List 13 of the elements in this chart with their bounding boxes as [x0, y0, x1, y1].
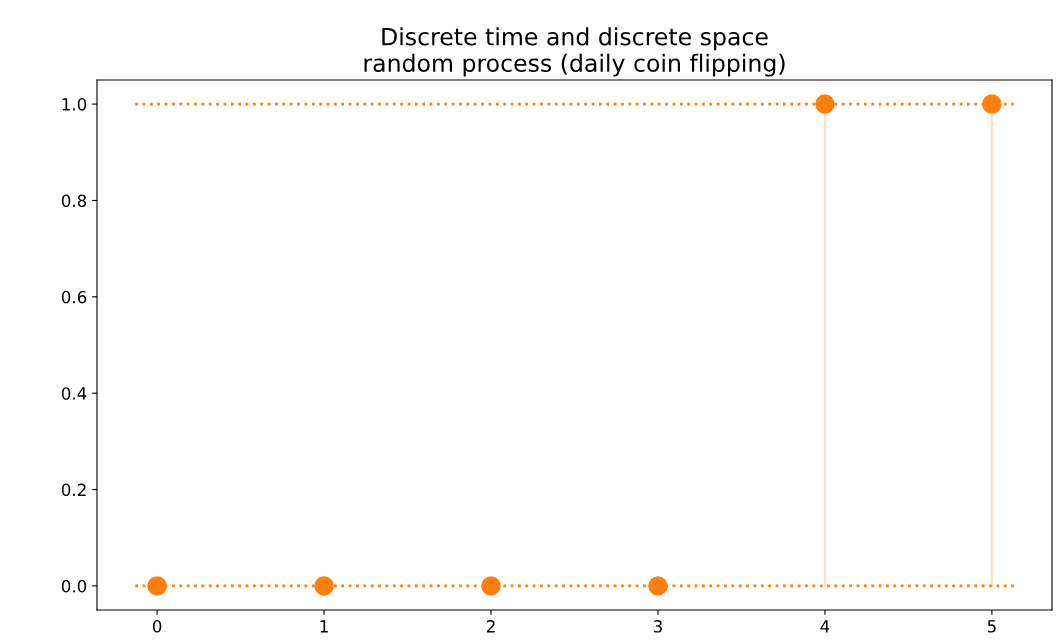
x-tick-label: 1	[320, 620, 328, 633]
y-tick-label: 0.6	[61, 290, 87, 304]
x-tick-label: 2	[486, 620, 495, 633]
y-tick-label: 1.0	[62, 98, 87, 111]
x-tick-label: 5	[987, 620, 996, 633]
x-tick-label: 0	[152, 620, 162, 633]
y-tick-label: 0.4	[61, 387, 87, 400]
x-tick-label: 4	[820, 620, 830, 633]
x-tick-label: 3	[653, 620, 662, 633]
y-tick-label: 0.0	[61, 579, 87, 593]
y-tick-label: 0.8	[61, 194, 87, 208]
chart-title: Discrete time and discrete space random process (daily coin flipping)	[364, 27, 785, 77]
y-tick-label: 0.2	[61, 483, 86, 497]
